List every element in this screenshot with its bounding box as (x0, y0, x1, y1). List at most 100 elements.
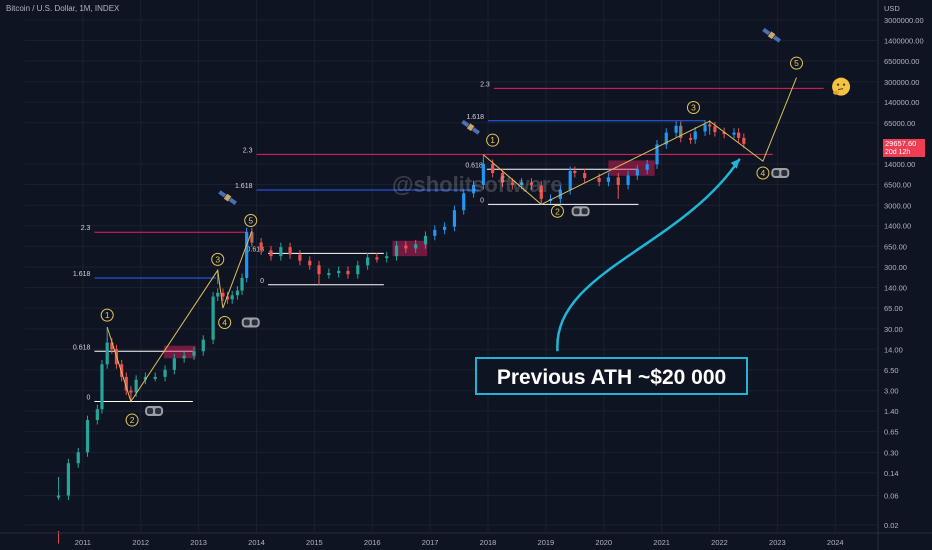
candle-body (423, 235, 428, 245)
satellite-body (223, 193, 232, 202)
thinking-face-icon (832, 77, 851, 96)
satellite-panel (218, 190, 227, 198)
satellite-panel (772, 35, 781, 43)
candle-body (703, 124, 707, 132)
y-tick-label: 650000.00 (884, 57, 919, 66)
wave-label-number: 1 (490, 135, 495, 145)
wave-label-number: 4 (761, 168, 766, 178)
wave-label-number: 5 (794, 58, 799, 68)
candle-body (225, 296, 230, 300)
goggles-lens (773, 170, 780, 177)
candle-body (443, 226, 447, 230)
candle-body (192, 351, 196, 356)
candle-body (235, 290, 240, 296)
y-tick-label: 3000.00 (884, 201, 911, 210)
candle-body (394, 245, 399, 257)
candle-body (346, 270, 350, 275)
goggles-icon (571, 206, 590, 217)
candle-body (529, 182, 534, 186)
fib-label: 0.618 (465, 162, 483, 169)
candle-body (742, 137, 746, 144)
goggles-lens (251, 319, 258, 326)
candle-body (124, 376, 128, 391)
candle-body (110, 342, 114, 350)
x-tick-label: 2016 (364, 538, 381, 547)
y-tick-label: 650.00 (884, 242, 907, 251)
candle-body (385, 256, 389, 259)
x-tick-label: 2018 (480, 538, 497, 547)
wave-label-circle (100, 308, 114, 322)
fib-label: 0.618 (247, 246, 265, 253)
candle-body (95, 409, 99, 421)
goggles-lens (581, 208, 588, 215)
candle-body (163, 369, 167, 377)
satellite-panel (471, 127, 480, 135)
y-tick-label: 300.00 (884, 263, 907, 272)
candle-body (105, 342, 109, 365)
y-tick-label: 0.30 (884, 448, 899, 457)
consolidation-box (392, 240, 428, 257)
y-tick-label: 65.00 (884, 304, 903, 313)
candle-body (583, 173, 587, 178)
x-tick-label: 2021 (653, 538, 670, 547)
candle-body (573, 170, 577, 174)
y-tick-label: 6.50 (884, 366, 899, 375)
candle-body (452, 210, 457, 227)
fib-label: 2.3 (243, 147, 253, 154)
goggles-lens (155, 408, 162, 415)
satellite-body (466, 123, 475, 132)
fib-label: 0.618 (73, 344, 91, 351)
wave-label-number: 1 (105, 310, 110, 320)
candle-body (172, 358, 176, 370)
candle-body (462, 193, 466, 211)
candle-body (510, 182, 514, 185)
candle-body (279, 247, 283, 257)
arrow-curve (556, 158, 741, 352)
fib-label: 1.618 (235, 183, 253, 190)
current-price-tag: 29657.60 20d 12h (883, 139, 925, 157)
elliott-wave-path (483, 77, 797, 205)
candle-body (76, 452, 80, 464)
y-tick-label: 0.02 (884, 521, 899, 530)
goggles-lens (573, 208, 580, 215)
candle-body (100, 364, 104, 410)
y-tick-label: 14000.00 (884, 160, 915, 169)
satellite-icon (461, 119, 480, 135)
fib-label: 0 (87, 394, 91, 401)
chart-title: Bitcoin / U.S. Dollar, 1M, INDEX (6, 4, 120, 13)
x-tick-label: 2015 (306, 538, 323, 547)
y-tick-label: 3000000.00 (884, 16, 924, 25)
fib-label: 2.3 (81, 225, 91, 232)
satellite-panel (228, 197, 237, 205)
candle-body (664, 132, 668, 145)
candle-body (221, 292, 225, 297)
goggles-icon (241, 317, 260, 328)
candle-body (626, 175, 630, 185)
wave-label-number: 2 (555, 206, 560, 216)
bar-countdown: 20d 12h (885, 149, 911, 156)
x-tick-label: 2019 (538, 538, 555, 547)
x-tick-label: 2012 (132, 538, 149, 547)
candle-body (317, 265, 321, 275)
candle-body (404, 245, 408, 249)
candle-body (308, 260, 312, 266)
candle-body (597, 177, 601, 182)
y-tick-label: 0.14 (884, 469, 899, 478)
y-tick-label: 140000.00 (884, 98, 919, 107)
candle-body (134, 379, 138, 393)
candle-body (216, 292, 220, 297)
candle-body (337, 270, 341, 274)
wave-label-circle (125, 413, 139, 427)
fib-label: 0 (260, 278, 264, 285)
axis-currency: USD (884, 4, 900, 13)
fib-label: 2.3 (480, 81, 490, 88)
candle-body (182, 355, 186, 359)
candle-body (56, 495, 61, 498)
x-tick-label: 2023 (769, 538, 786, 547)
wave-label-circle (756, 166, 770, 180)
emoji-hand (833, 90, 840, 95)
candle-body (693, 131, 697, 140)
x-tick-label: 2017 (422, 538, 439, 547)
